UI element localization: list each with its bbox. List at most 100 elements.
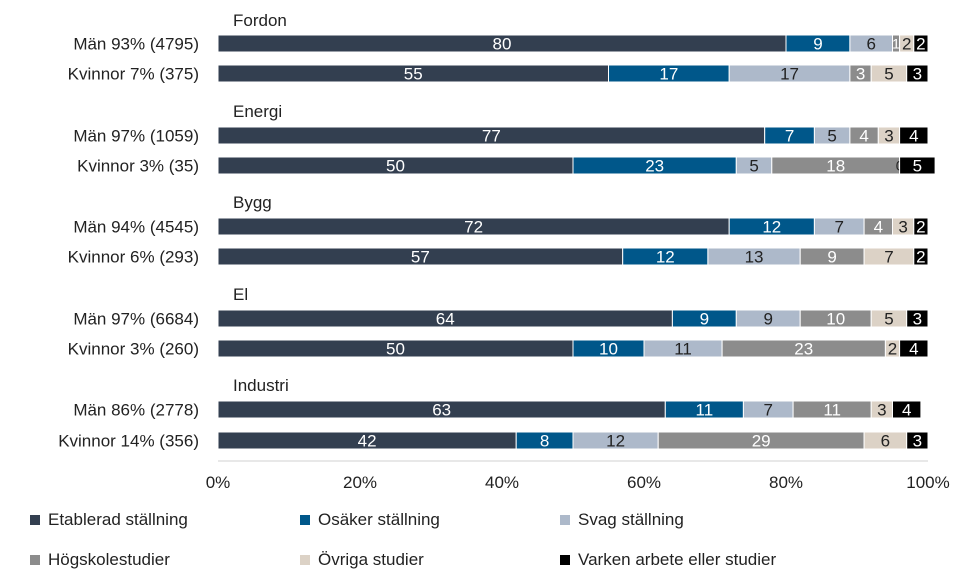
data-label: 77 xyxy=(482,127,501,146)
legend-label: Etablerad ställning xyxy=(48,510,188,529)
legend-item: Svag ställning xyxy=(560,510,684,530)
data-label: 4 xyxy=(874,218,883,237)
data-label: 4 xyxy=(909,340,918,359)
legend-item: Varken arbete eller studier xyxy=(560,550,776,570)
legend-swatch xyxy=(30,515,40,525)
data-label: 72 xyxy=(464,218,483,237)
bar-segment xyxy=(913,217,929,236)
data-label: 9 xyxy=(827,248,836,267)
data-label: 3 xyxy=(877,401,886,420)
data-label: 10 xyxy=(599,340,618,359)
x-tick-label: 80% xyxy=(769,473,803,492)
legend-item: Osäker ställning xyxy=(300,510,440,530)
group-label: Fordon xyxy=(233,11,287,30)
bar-segment xyxy=(913,247,929,266)
data-label: 12 xyxy=(762,218,781,237)
group-label: Industri xyxy=(233,376,289,395)
x-tick-label: 0% xyxy=(206,473,231,492)
legend-label: Övriga studier xyxy=(318,550,424,569)
data-label: 5 xyxy=(884,310,893,329)
legend-swatch xyxy=(560,515,570,525)
row-label: Män 93% (4795) xyxy=(73,35,199,54)
data-label: 7 xyxy=(835,218,844,237)
data-label: 4 xyxy=(909,127,918,146)
x-tick-label: 40% xyxy=(485,473,519,492)
data-label: 64 xyxy=(436,310,455,329)
data-label: 42 xyxy=(358,432,377,451)
row-label: Kvinnor 7% (375) xyxy=(68,65,199,84)
data-label: 63 xyxy=(432,401,451,420)
data-label: 11 xyxy=(823,401,841,420)
legend: Etablerad ställning Osäker ställning Svag … xyxy=(30,510,950,576)
data-label: 17 xyxy=(659,65,678,84)
data-label: 2 xyxy=(916,248,925,267)
data-label: 2 xyxy=(902,35,911,54)
data-label: 55 xyxy=(404,65,423,84)
bar-segment xyxy=(899,156,936,175)
data-label: 7 xyxy=(764,401,773,420)
row-label: Kvinnor 3% (260) xyxy=(68,340,199,359)
data-label: 50 xyxy=(386,157,405,176)
data-label: 17 xyxy=(780,65,799,84)
data-label: 5 xyxy=(749,157,758,176)
data-label: 3 xyxy=(856,65,865,84)
x-tick-label: 100% xyxy=(906,473,949,492)
data-label: 3 xyxy=(898,218,907,237)
bar-segment xyxy=(906,431,929,450)
bar-segment xyxy=(913,34,929,53)
row-label: Män 97% (1059) xyxy=(73,127,199,146)
row-label: Kvinnor 3% (35) xyxy=(77,157,199,176)
legend-label: Varken arbete eller studier xyxy=(578,550,777,569)
group-label: El xyxy=(233,285,248,304)
row-label: Kvinnor 14% (356) xyxy=(58,432,199,451)
data-label: 9 xyxy=(700,310,709,329)
data-label: 5 xyxy=(884,65,893,84)
row-label: Kvinnor 6% (293) xyxy=(68,248,199,267)
bar-segment xyxy=(892,400,922,419)
data-label: 2 xyxy=(916,218,925,237)
legend-label: Osäker ställning xyxy=(318,510,440,529)
data-label: 12 xyxy=(606,432,625,451)
legend-label: Högskolestudier xyxy=(48,550,170,569)
data-label: 50 xyxy=(386,340,405,359)
row-label: Män 94% (4545) xyxy=(73,218,199,237)
row-label: Män 86% (2778) xyxy=(73,401,199,420)
bar-segment xyxy=(906,64,929,83)
legend-swatch xyxy=(300,555,310,565)
legend-swatch xyxy=(560,555,570,565)
data-label: 18 xyxy=(826,157,845,176)
data-label: 4 xyxy=(859,127,868,146)
bar-segment xyxy=(899,339,929,358)
data-label: 5 xyxy=(913,157,922,176)
data-label: 10 xyxy=(826,310,845,329)
legend-label: Svag ställning xyxy=(578,510,684,529)
data-label: 3 xyxy=(913,432,922,451)
data-label: 1 xyxy=(892,36,900,52)
data-label: 3 xyxy=(913,310,922,329)
x-tick-label: 20% xyxy=(343,473,377,492)
data-label: 13 xyxy=(745,248,764,267)
data-label: 9 xyxy=(764,310,773,329)
row-label: Män 97% (6684) xyxy=(73,310,199,329)
legend-item: Högskolestudier xyxy=(30,550,170,570)
legend-item: Övriga studier xyxy=(300,550,424,570)
legend-swatch xyxy=(300,515,310,525)
data-label: 8 xyxy=(540,432,549,451)
data-label: 6 xyxy=(866,35,875,54)
data-label: 3 xyxy=(913,65,922,84)
legend-swatch xyxy=(30,555,40,565)
bar-segment xyxy=(899,126,929,145)
group-label: Energi xyxy=(233,102,282,121)
data-label: 6 xyxy=(881,432,890,451)
data-label: 4 xyxy=(902,401,911,420)
legend-item: Etablerad ställning xyxy=(30,510,188,530)
data-label: 12 xyxy=(656,248,675,267)
bar-segment xyxy=(906,309,929,328)
data-label: 7 xyxy=(785,127,794,146)
data-label: 7 xyxy=(884,248,893,267)
data-label: 3 xyxy=(884,127,893,146)
data-label: 23 xyxy=(645,157,664,176)
data-label: 57 xyxy=(411,248,430,267)
data-label: 11 xyxy=(674,340,692,359)
data-label: 29 xyxy=(752,432,771,451)
